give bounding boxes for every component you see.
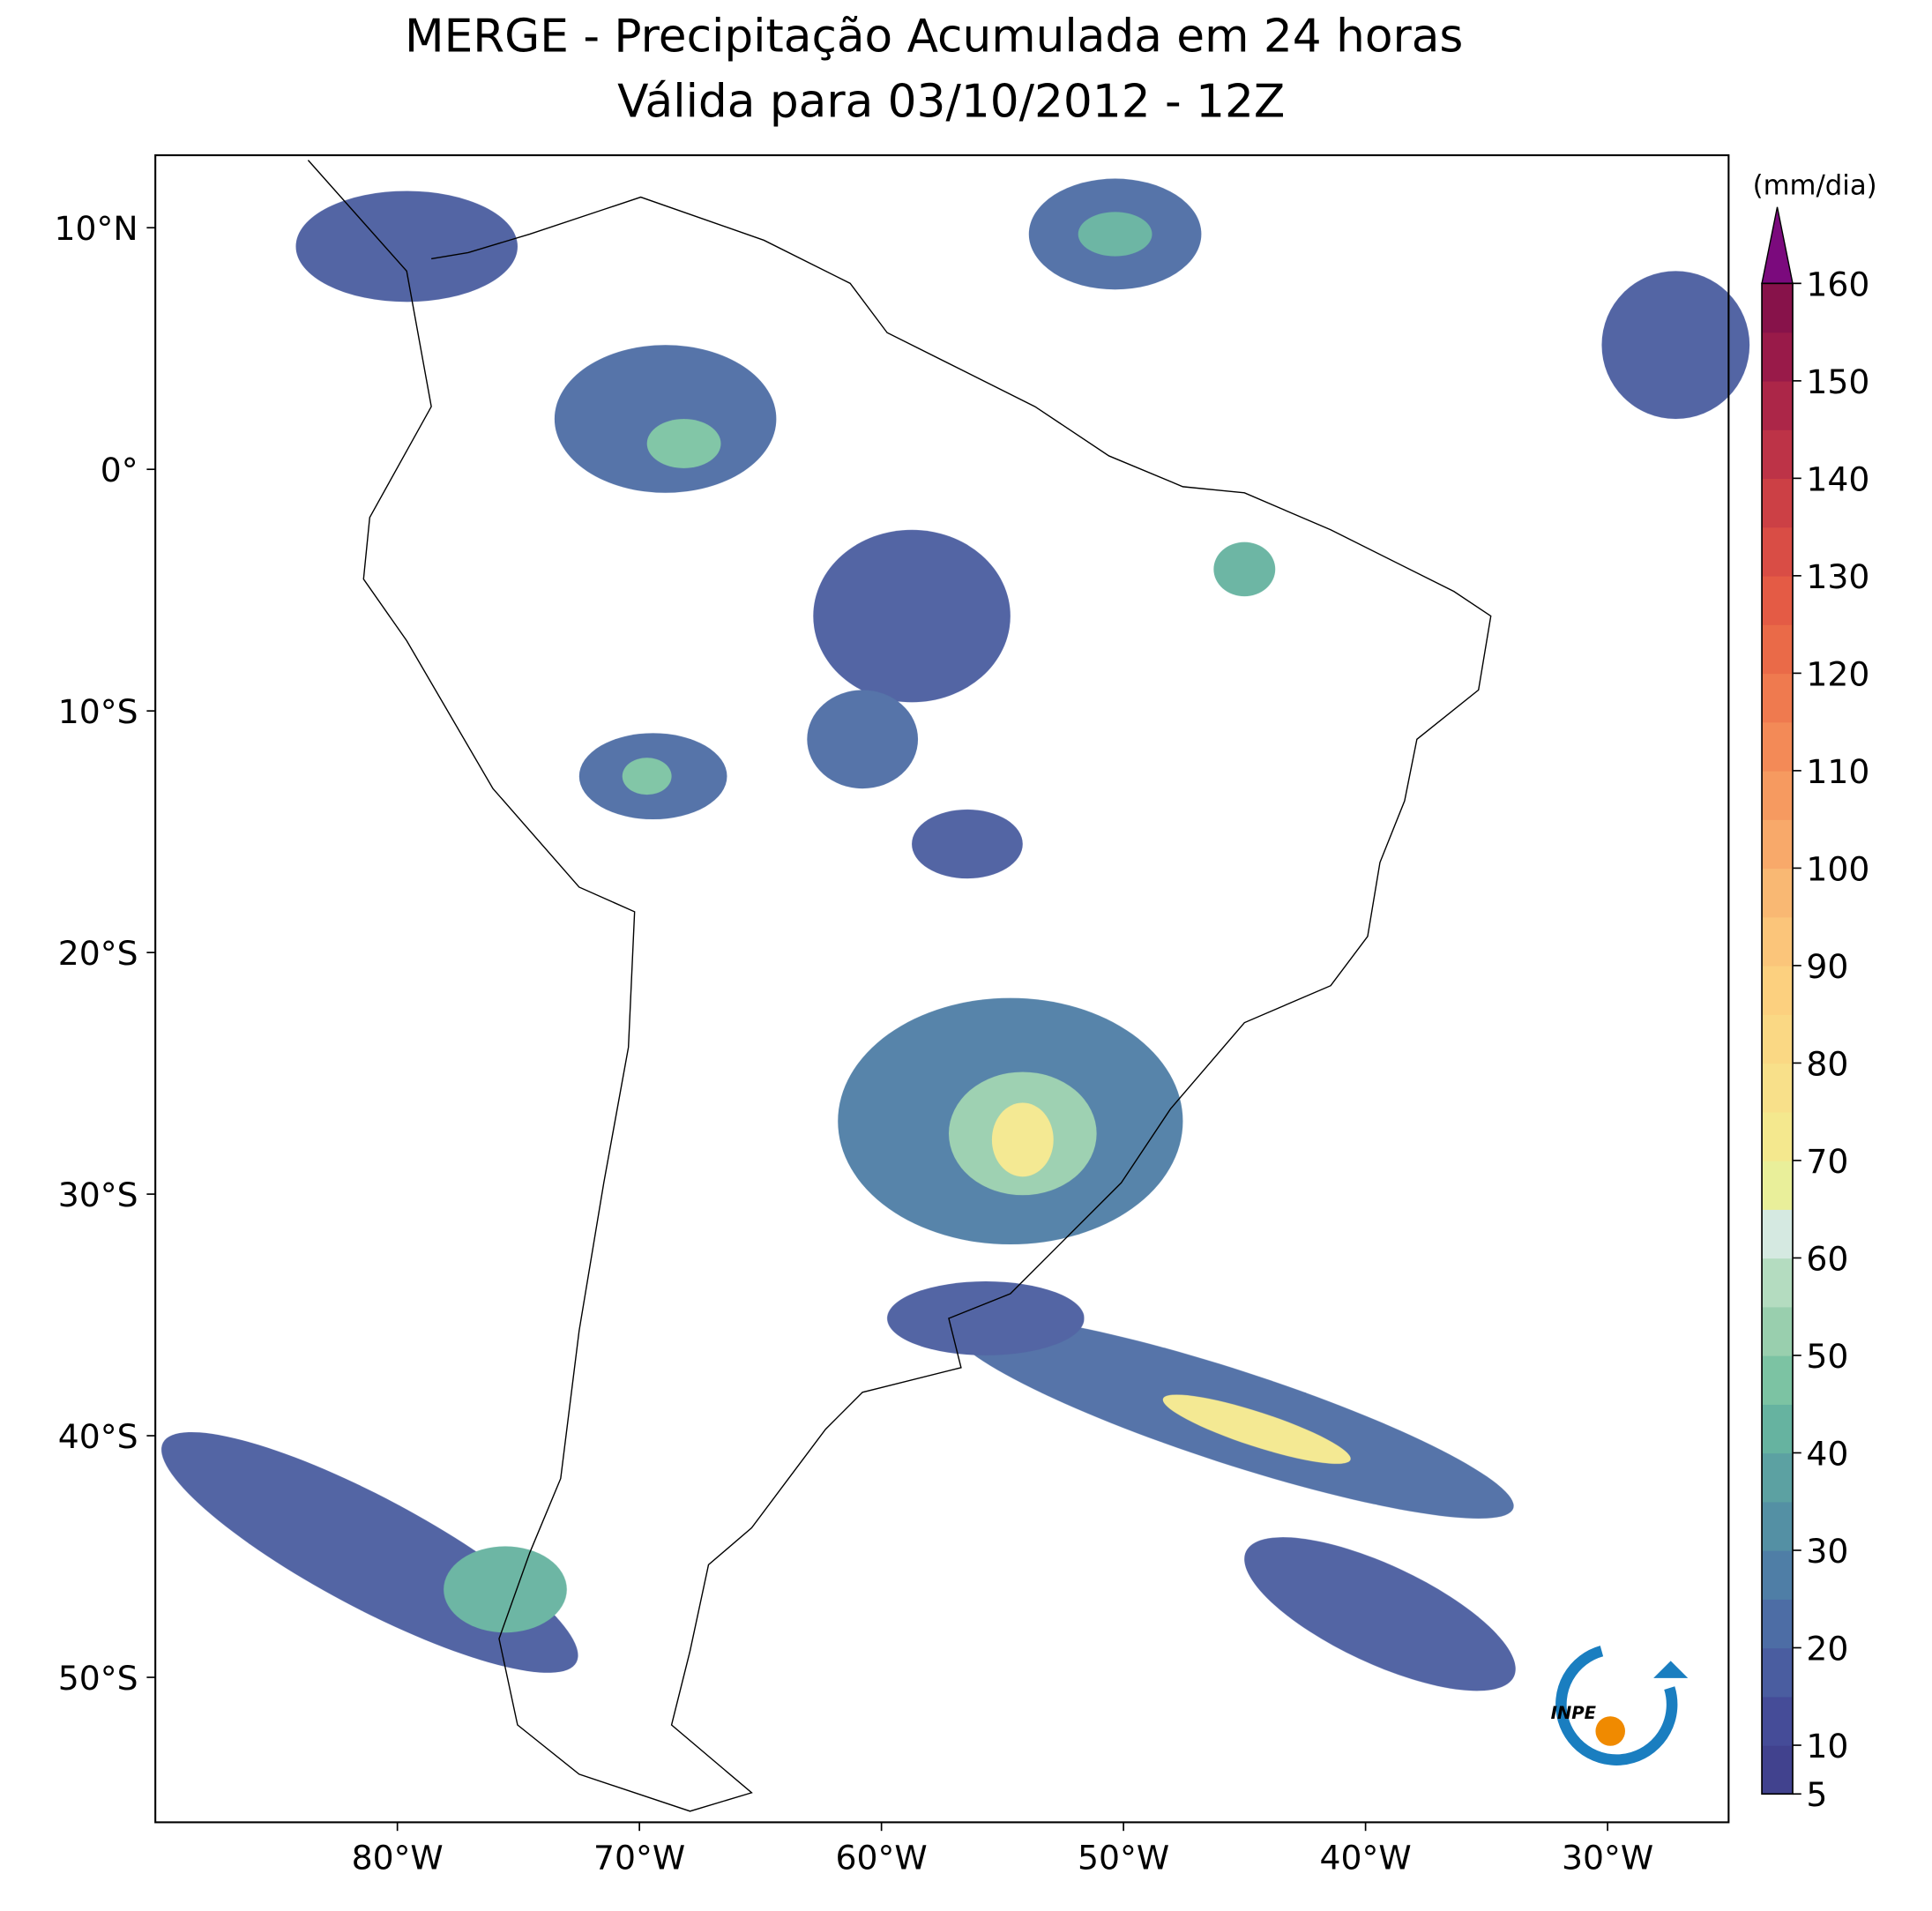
logo: INPE	[1521, 1614, 1711, 1799]
rain-area	[991, 1102, 1054, 1177]
rain-area	[1244, 1537, 1516, 1691]
color-band	[1762, 1355, 1793, 1405]
x-tick-label: 50°W	[1078, 1838, 1169, 1877]
color-band	[1762, 575, 1793, 625]
color-band	[1762, 868, 1793, 918]
map-frame	[154, 153, 1730, 1824]
color-band	[1762, 429, 1793, 480]
logo-text: INPE	[1551, 1703, 1597, 1723]
rain-area	[554, 345, 777, 493]
color-band	[1762, 1745, 1793, 1795]
color-band	[1762, 1549, 1793, 1600]
logo-arc	[1555, 1646, 1678, 1765]
colorbar-frame	[1761, 282, 1794, 1795]
y-tick-label: 0°	[101, 451, 138, 489]
rain-area	[807, 690, 919, 789]
colorbar-tick-label: 130	[1806, 557, 1869, 596]
colorbar-tick-label: 60	[1806, 1239, 1848, 1278]
color-band	[1762, 965, 1793, 1015]
colorbar-tick-label: 100	[1806, 849, 1869, 888]
rain-area	[1213, 541, 1276, 597]
color-band	[1762, 673, 1793, 723]
color-band	[1762, 770, 1793, 820]
color-band	[1762, 916, 1793, 967]
x-tick-label: 60°W	[836, 1838, 928, 1877]
x-tick-label: 30°W	[1562, 1838, 1653, 1877]
colorbar-tick-label: 40	[1806, 1434, 1848, 1473]
color-band	[1762, 819, 1793, 870]
color-band	[1762, 624, 1793, 675]
colorbar-tick-label: 50	[1806, 1337, 1848, 1376]
color-band	[1762, 1647, 1793, 1698]
colorbar-tick-label: 70	[1806, 1142, 1848, 1181]
color-band	[1762, 1501, 1793, 1551]
color-band	[1762, 1306, 1793, 1356]
colorbar-tick-label: 110	[1806, 752, 1869, 791]
x-tick-label: 70°W	[593, 1838, 685, 1877]
colorbar-tick-label: 10	[1806, 1727, 1848, 1765]
y-tick-label: 20°S	[58, 934, 138, 973]
map: INPE	[154, 153, 1750, 1824]
rain-area	[646, 419, 721, 468]
color-band	[1762, 1599, 1793, 1649]
logo-arrow	[1653, 1661, 1689, 1678]
color-band	[1762, 1209, 1793, 1259]
chart-subtitle: Válida para 03/10/2012 - 12Z	[617, 76, 1285, 129]
y-tick-label: 10°N	[55, 209, 138, 248]
rain-area	[1078, 212, 1152, 257]
rain-area	[912, 809, 1023, 879]
color-band	[1762, 721, 1793, 772]
coastline	[307, 160, 1492, 1812]
colorbar-tick-label: 5	[1806, 1775, 1827, 1814]
y-tick-label: 30°S	[58, 1176, 138, 1214]
colorbar-tick-label: 20	[1806, 1629, 1848, 1668]
rain-area	[1162, 1394, 1351, 1464]
colorbar-tick-label: 90	[1806, 947, 1848, 986]
colorbar-tick-label: 120	[1806, 654, 1869, 693]
colorbar-tick-label: 150	[1806, 362, 1869, 401]
y-tick-label: 10°S	[58, 692, 138, 731]
logo-dot	[1595, 1716, 1625, 1746]
x-tick-label: 40°W	[1320, 1838, 1412, 1877]
y-tick-label: 40°S	[58, 1417, 138, 1456]
rain-area	[444, 1546, 567, 1633]
colorbar-tick-label: 140	[1806, 459, 1869, 498]
colorbar-tick-label: 80	[1806, 1044, 1848, 1083]
y-tick-label: 50°S	[58, 1659, 138, 1698]
color-band	[1762, 1452, 1793, 1503]
color-band	[1762, 283, 1793, 333]
color-band	[1762, 1014, 1793, 1064]
rain-area	[295, 190, 518, 302]
precipitation	[161, 178, 1750, 1691]
color-band	[1762, 332, 1793, 382]
color-band	[1762, 478, 1793, 528]
rain-area	[813, 529, 1011, 703]
colorbar-tick-label: 30	[1806, 1532, 1848, 1571]
chart-title: MERGE - Precipitação Acumulada em 24 hor…	[405, 11, 1463, 63]
colorbar-units: (mm/dia)	[1753, 170, 1877, 202]
rain-area	[1601, 271, 1750, 420]
colorbar-tick-label: 160	[1806, 265, 1869, 303]
color-band	[1762, 380, 1793, 430]
x-tick-label: 80°W	[352, 1838, 444, 1877]
color-band	[1762, 1160, 1793, 1210]
color-band	[1762, 1063, 1793, 1113]
color-band	[1762, 1258, 1793, 1308]
rain-area	[622, 758, 672, 795]
color-band	[1762, 1111, 1793, 1161]
logo-background	[1521, 1614, 1711, 1799]
color-band	[1762, 1404, 1793, 1454]
rain-area	[887, 1281, 1085, 1355]
color-band	[1762, 526, 1793, 577]
color-band	[1762, 1696, 1793, 1746]
colorbar-extend	[1761, 206, 1794, 285]
